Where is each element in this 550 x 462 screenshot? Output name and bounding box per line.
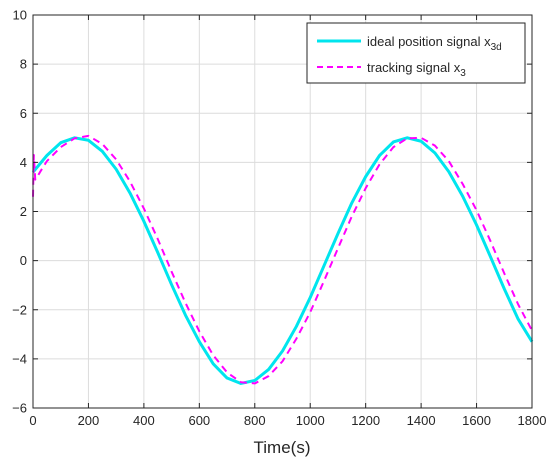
x-tick-label: 200: [78, 413, 100, 428]
y-tick-label: −6: [12, 401, 27, 416]
y-tick-label: −2: [12, 302, 27, 317]
x-tick-label: 1400: [407, 413, 436, 428]
x-axis-label: Time(s): [254, 438, 311, 457]
y-tick-label: 4: [20, 155, 27, 170]
x-tick-label: 1800: [518, 413, 547, 428]
x-tick-label: 1000: [296, 413, 325, 428]
x-tick-label: 600: [188, 413, 210, 428]
legend-label-tracking: tracking signal x3: [367, 60, 466, 79]
legend: ideal position signal x3d tracking signa…: [306, 22, 526, 84]
y-tick-label: 8: [20, 57, 27, 72]
y-tick-label: −4: [12, 351, 27, 366]
axis-ticks: 0 200 400 600 800 1000 1200 1400 1600 1800 −6 −4 −2 0…: [12, 8, 546, 429]
series-ideal-position-line: [31, 136, 534, 385]
series-tracking-signal-line: [32, 134, 533, 385]
y-tick-label: 0: [20, 253, 27, 268]
legend-label-ideal: ideal position signal x3d: [367, 34, 502, 53]
y-tick-label: 2: [20, 204, 27, 219]
x-tick-label: 400: [133, 413, 155, 428]
x-tick-label: 0: [29, 413, 36, 428]
y-tick-label: 10: [13, 8, 27, 23]
x-tick-label: 800: [244, 413, 266, 428]
y-tick-label: 6: [20, 106, 27, 121]
x-tick-label: 1600: [462, 413, 491, 428]
legend-box: [306, 22, 526, 84]
series-layer: [31, 134, 534, 385]
x-tick-label: 1200: [351, 413, 380, 428]
